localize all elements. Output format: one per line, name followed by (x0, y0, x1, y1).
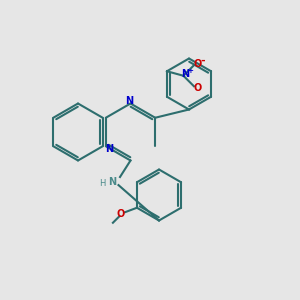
Text: -: - (200, 56, 205, 66)
Text: O: O (116, 209, 124, 219)
Text: O: O (194, 59, 202, 69)
Text: N: N (125, 96, 133, 106)
Text: H: H (99, 178, 106, 188)
Text: N: N (108, 176, 117, 187)
Text: N: N (105, 144, 113, 154)
Text: +: + (187, 68, 193, 74)
Text: N: N (181, 69, 189, 79)
Text: O: O (194, 83, 202, 93)
